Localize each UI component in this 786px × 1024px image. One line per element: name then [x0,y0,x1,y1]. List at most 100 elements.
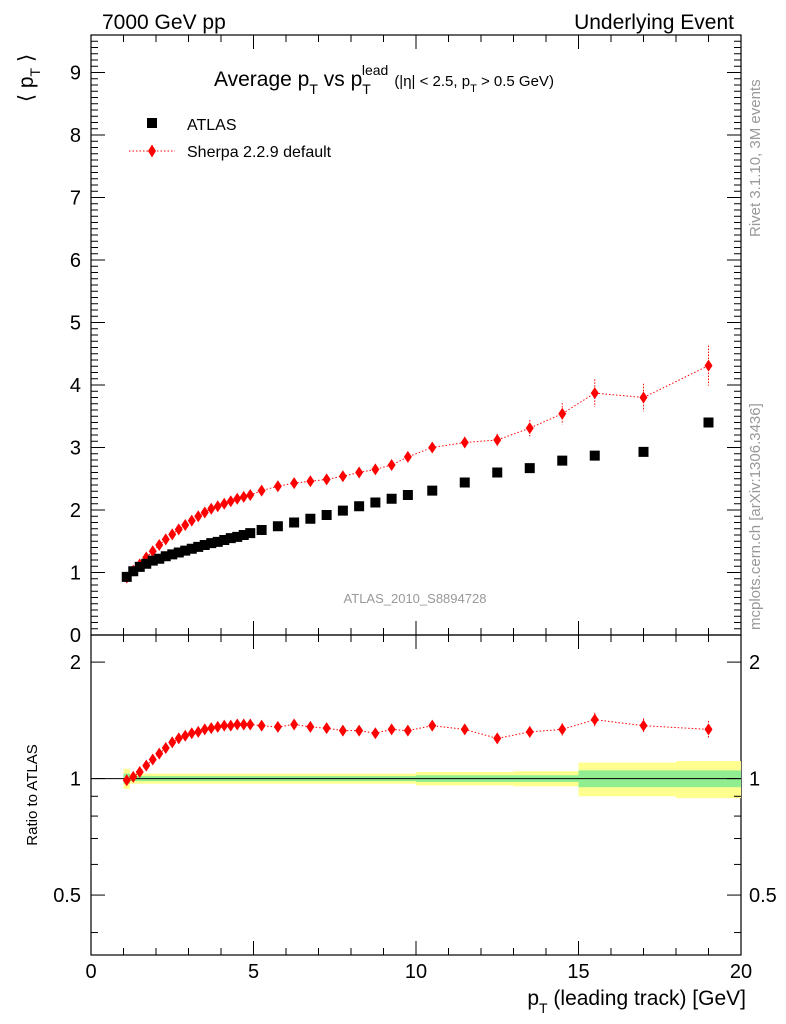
atlas-point [212,536,223,547]
main-y-tick-label: 4 [70,375,81,397]
header-left: 7000 GeV pp [102,11,226,34]
atlas-point [492,467,503,478]
ratio-sherpa-point [220,719,229,732]
main-y-tick-label: 5 [70,313,81,335]
sherpa-point [525,422,534,435]
main-y-tick-label: 2 [70,500,81,522]
sherpa-point [493,434,502,446]
ratio-sherpa-point [168,736,177,749]
sherpa-point [306,475,315,488]
ratio-y-tick-label-right: 2 [749,652,760,674]
title-vs-sup: lead [362,62,388,78]
main-plot-layer [121,345,714,584]
main-ylabel-sub: T [27,67,43,76]
title-cut: (|η| < 2.5, p [394,73,470,90]
ratio-sherpa-point [129,770,138,783]
title-cut-sub: T [470,83,477,95]
ratio-sherpa-point [493,732,502,745]
sherpa-point [355,466,364,479]
sherpa-point [174,523,183,536]
ratio-sherpa-point [213,720,222,733]
atlas-point [186,543,197,554]
sherpa-point [257,484,266,497]
main-y-tick-label: 7 [70,188,81,210]
atlas-point [121,571,132,582]
atlas-point [337,505,348,516]
ratio-y-tick-label: 1 [70,769,81,791]
title-vs: vs p [318,68,362,91]
axis-layer: 0 5 10 15 20 0 1 2 3 4 5 6 7 8 9 0.5 0.5 1 1 2 2 [53,35,777,983]
sherpa-point [639,391,648,404]
ratio-sherpa-point [181,729,190,742]
atlas-point [459,477,470,488]
ratio-sherpa-point [161,741,170,754]
ratio-sherpa-point [290,718,299,731]
sherpa-point [460,436,469,449]
x-tick-label: 10 [405,961,427,983]
ratio-sherpa-point [257,719,266,732]
atlas-point [232,531,243,542]
atlas-point [199,540,210,550]
ratio-sherpa-point [246,718,255,731]
sherpa-point [207,502,216,515]
xlabel-text: p [527,987,539,1010]
sherpa-point [161,533,170,546]
legend-sherpa-marker [148,144,156,158]
sherpa-point [704,359,713,372]
ratio-ylabel: Ratio to ATLAS [24,744,41,845]
sherpa-point [322,473,331,486]
main-y-tick-label: 0 [70,625,81,647]
main-ylabel-text: ⟨ p [15,76,38,102]
sherpa-point [590,387,599,400]
atlas-point [321,510,332,520]
title-cut-end: > 0.5 GeV) [477,73,554,90]
ratio-sherpa-point [273,720,282,733]
ratio-sherpa-point [155,747,164,760]
ratio-sherpa-point [200,723,209,736]
x-tick-label: 5 [248,961,259,983]
legend-sherpa-label: Sherpa 2.2.9 default [187,144,332,161]
atlas-point [173,547,184,558]
title-main-sub: T [309,81,318,97]
atlas-point [589,450,600,461]
ratio-sherpa-point [207,722,216,735]
atlas-point [219,535,230,545]
mcplots-label: mcplots.cern.ch [arXiv:1306.3436] [747,403,764,630]
sherpa-point [239,490,248,503]
sherpa-point [338,470,347,483]
main-y-tick-label: 3 [70,438,81,460]
legend: ATLAS Sherpa 2.2.9 default [129,117,332,161]
ratio-sherpa-point [704,723,713,736]
atlas-point [427,485,438,496]
atlas-point [557,455,568,466]
atlas-point [386,493,397,504]
ratio-y-tick-label-right: 0.5 [749,885,777,907]
plot-title: Average pT vs pTlead(|η| < 2.5, pT > 0.5… [214,62,554,97]
ratio-sherpa-point [428,719,437,732]
sherpa-point [220,497,229,510]
main-ylabel: ⟨ pT ⟩ [15,54,43,102]
header-right: Underlying Event [574,11,734,34]
atlas-point [370,497,381,508]
ratio-plot-layer [91,712,741,799]
atlas-point [180,545,191,556]
atlas-point [193,541,204,552]
sherpa-point [290,477,299,490]
sherpa-point [371,463,380,476]
legend-atlas-label: ATLAS [187,117,237,134]
atlas-point [160,551,171,562]
ratio-sherpa-point [239,718,248,731]
sherpa-point [246,489,255,501]
main-y-tick-label: 6 [70,250,81,272]
atlas-point [245,528,256,539]
sherpa-point [233,492,242,505]
ratio-sherpa-point [135,765,144,778]
ratio-sherpa-point [558,723,567,736]
sherpa-point [194,510,203,523]
ratio-sherpa-point [194,725,203,738]
atlas-point [703,417,714,428]
main-y-tick-label: 8 [70,125,81,147]
legend-atlas-marker [147,118,157,128]
atlas-point [524,463,535,474]
